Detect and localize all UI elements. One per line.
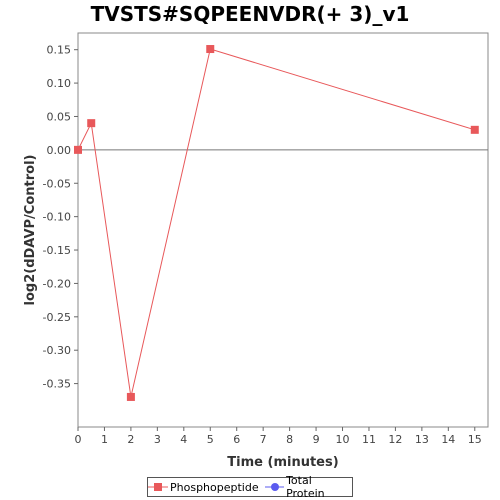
x-tick-label: 7 xyxy=(260,433,267,446)
x-tick-label: 11 xyxy=(362,433,376,446)
legend-item-total-protein: Total Protein xyxy=(264,474,352,500)
y-tick-label: -0.05 xyxy=(43,177,71,190)
x-tick-label: 13 xyxy=(415,433,429,446)
x-tick-label: 9 xyxy=(313,433,320,446)
y-tick-label: -0.30 xyxy=(43,344,71,357)
x-tick-label: 8 xyxy=(286,433,293,446)
x-tick-label: 1 xyxy=(101,433,108,446)
x-tick-label: 12 xyxy=(388,433,402,446)
data-point xyxy=(206,45,215,54)
y-tick-label: 0.10 xyxy=(47,77,72,90)
x-tick-label: 5 xyxy=(207,433,214,446)
data-point xyxy=(470,125,479,134)
plot-frame xyxy=(77,32,489,428)
legend-marker-phosphopeptide xyxy=(148,483,168,491)
legend-label-total-protein: Total Protein xyxy=(286,474,325,500)
x-tick-label: 2 xyxy=(127,433,134,446)
y-tick-label: -0.10 xyxy=(43,211,71,224)
x-tick-label: 0 xyxy=(75,433,82,446)
x-tick-label: 4 xyxy=(180,433,187,446)
chart-title: TVSTS#SQPEENVDR(+ 3)_v1 xyxy=(90,2,410,26)
x-tick-label: 14 xyxy=(441,433,455,446)
data-point xyxy=(87,119,96,128)
data-point xyxy=(74,145,82,154)
x-tick-label: 15 xyxy=(468,433,482,446)
x-tick-label: 3 xyxy=(154,433,161,446)
y-axis-title: log2(dDAVP/Control) xyxy=(23,155,38,306)
axes: 0.15 0.10 0.05 0.00 -0.05 -0.10 -0.15 -0.20 -0.2… xyxy=(43,44,482,446)
y-tick-label: 0.05 xyxy=(47,110,72,123)
y-tick-label: -0.35 xyxy=(43,378,71,391)
legend: Phosphopeptide Total Protein xyxy=(147,474,353,500)
y-tick-label: -0.15 xyxy=(43,244,71,257)
y-tick-label: -0.25 xyxy=(43,311,71,324)
y-tick-label: -0.20 xyxy=(43,277,71,290)
y-tick-label: 0.15 xyxy=(47,44,72,57)
series-layer xyxy=(74,45,479,401)
x-tick-label: 6 xyxy=(233,433,240,446)
legend-marker-total-protein xyxy=(264,483,285,491)
x-axis-title: Time (minutes) xyxy=(227,455,338,470)
legend-item-phosphopeptide: Phosphopeptide xyxy=(148,481,259,494)
y-tick-label: 0.00 xyxy=(47,144,72,157)
plot-area xyxy=(77,32,489,428)
x-tick-label: 10 xyxy=(336,433,350,446)
legend-label-phosphopeptide: Phosphopeptide xyxy=(170,480,259,494)
data-point xyxy=(126,392,135,401)
